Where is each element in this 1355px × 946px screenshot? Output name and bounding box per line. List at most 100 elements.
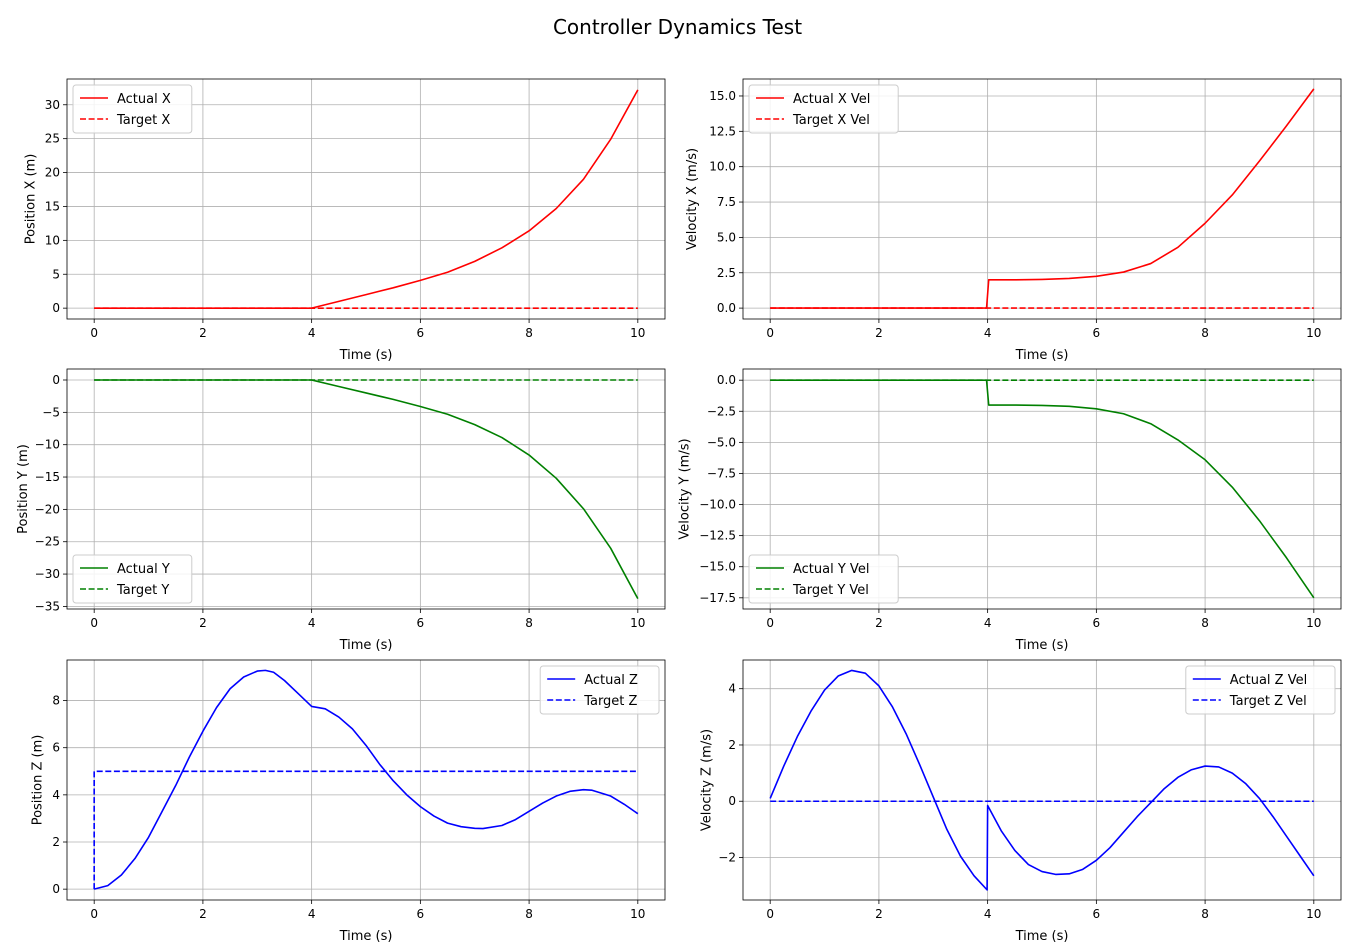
x-tick-label: 2 — [875, 326, 883, 340]
y-axis-label: Velocity Z (m/s) — [699, 729, 714, 831]
x-tick-label: 10 — [1306, 907, 1321, 921]
y-tick-label: −7.5 — [707, 466, 736, 480]
x-axis-label: Time (s) — [339, 638, 393, 653]
x-tick-label: 2 — [199, 907, 207, 921]
legend: Actual Y Target Y — [72, 554, 193, 604]
x-tick-label: 8 — [525, 616, 533, 630]
x-tick-label: 0 — [90, 907, 98, 921]
x-axis-label: Time (s) — [339, 929, 393, 944]
y-tick-label: 20 — [45, 166, 60, 180]
y-tick-label: −15 — [35, 470, 60, 484]
series-line-actual-z — [93, 669, 639, 890]
x-tick-label: 6 — [417, 326, 425, 340]
legend: Actual Y Vel Target Y Vel — [748, 554, 899, 604]
x-axis-label: Time (s) — [339, 348, 393, 363]
y-tick-label: 30 — [45, 98, 60, 112]
legend-entry: Target Y — [116, 583, 169, 598]
y-tick-label: 7.5 — [717, 195, 736, 209]
axes-frame — [66, 78, 666, 320]
legend-entry: Target X — [116, 113, 170, 128]
axes-frame — [66, 659, 666, 901]
x-tick-label: 10 — [630, 907, 645, 921]
y-tick-label: −12.5 — [699, 529, 736, 543]
y-tick-label: −15.0 — [699, 560, 736, 574]
legend: Actual X Vel Target X Vel — [748, 84, 899, 134]
y-tick-label: 6 — [52, 741, 60, 755]
x-tick-label: 0 — [766, 326, 774, 340]
x-tick-label: 6 — [417, 907, 425, 921]
subplot-pos-z: 0 2 4 6 8 10 0 2 4 6 8 Time (s) Position Z (m) Actual… — [31, 659, 666, 944]
y-tick-label: −5 — [42, 405, 60, 419]
x-tick-label: 8 — [525, 907, 533, 921]
series-line-actual-z-vel — [769, 669, 1315, 891]
x-tick-label: 4 — [984, 326, 992, 340]
y-tick-label: −5.0 — [707, 435, 736, 449]
legend-entry: Actual Y — [117, 562, 170, 577]
y-axis-label: Position Z (m) — [31, 735, 46, 826]
series-line-actual-y — [94, 379, 639, 600]
y-tick-label: −2 — [718, 851, 736, 865]
x-tick-label: 10 — [630, 616, 645, 630]
y-tick-label: 0.0 — [717, 301, 736, 315]
x-tick-label: 10 — [1306, 616, 1321, 630]
figure-title: Controller Dynamics Test — [553, 15, 802, 39]
y-tick-label: 2 — [52, 835, 60, 849]
x-tick-label: 2 — [875, 616, 883, 630]
y-tick-label: 10.0 — [709, 160, 736, 174]
y-tick-label: 0 — [728, 794, 736, 808]
subplot-pos-y: 0 2 4 6 8 10 0 −5 −10 −15 −20 −25 −30 −35 Time (s) Posi… — [16, 368, 666, 653]
legend-entry: Target Z Vel — [1229, 694, 1307, 709]
y-tick-label: −10.0 — [699, 498, 736, 512]
y-tick-label: 5 — [52, 267, 60, 281]
x-tick-label: 6 — [1093, 907, 1101, 921]
series-line-actual-x-vel — [770, 88, 1315, 309]
x-tick-label: 4 — [984, 907, 992, 921]
x-tick-label: 8 — [525, 326, 533, 340]
x-tick-label: 4 — [984, 616, 992, 630]
legend-entry: Actual Y Vel — [793, 562, 869, 577]
y-tick-label: 2.5 — [717, 266, 736, 280]
axes-frame — [742, 659, 1342, 901]
y-axis-label: Velocity X (m/s) — [685, 148, 700, 250]
y-axis-label: Position X (m) — [23, 154, 38, 245]
x-tick-label: 6 — [417, 616, 425, 630]
series-line-actual-y-vel — [770, 379, 1315, 599]
legend-entry: Target Z — [583, 694, 637, 709]
subplot-vel-x: 0 2 4 6 8 10 0.0 2.5 5.0 7.5 10.0 12.5 15.0 Time (s) V… — [685, 78, 1342, 363]
series-line-actual-x — [94, 89, 639, 309]
y-tick-label: 0.0 — [717, 373, 736, 387]
axes-frame — [66, 368, 666, 610]
legend-box — [748, 554, 899, 604]
legend-entry: Target X Vel — [792, 113, 870, 128]
x-tick-label: 2 — [199, 326, 207, 340]
y-tick-label: 15 — [45, 199, 60, 213]
y-tick-label: 8 — [52, 694, 60, 708]
y-axis-label: Velocity Y (m/s) — [678, 438, 693, 539]
x-tick-label: 2 — [875, 907, 883, 921]
legend-entry: Actual X — [117, 92, 171, 107]
x-tick-label: 6 — [1093, 616, 1101, 630]
series-line-target-z — [93, 770, 638, 890]
x-axis-label: Time (s) — [1015, 929, 1069, 944]
y-tick-label: 12.5 — [709, 124, 736, 138]
legend-box — [72, 84, 193, 134]
legend-entry: Actual X Vel — [793, 92, 870, 107]
y-tick-label: 2 — [728, 738, 736, 752]
y-tick-label: 4 — [52, 788, 60, 802]
subplot-vel-y: 0 2 4 6 8 10 0.0 −2.5 −5.0 −7.5 −10.0 −12.5 −15.0 −17… — [678, 368, 1342, 653]
x-tick-label: 10 — [1306, 326, 1321, 340]
x-tick-label: 4 — [308, 907, 316, 921]
legend-box — [748, 84, 899, 134]
x-tick-label: 4 — [308, 616, 316, 630]
x-tick-label: 0 — [766, 616, 774, 630]
legend-entry: Target Y Vel — [792, 583, 869, 598]
y-tick-label: −2.5 — [707, 404, 736, 418]
x-tick-label: 4 — [308, 326, 316, 340]
x-tick-label: 10 — [630, 326, 645, 340]
x-tick-label: 6 — [1093, 326, 1101, 340]
y-tick-label: −25 — [35, 535, 60, 549]
x-tick-label: 2 — [199, 616, 207, 630]
